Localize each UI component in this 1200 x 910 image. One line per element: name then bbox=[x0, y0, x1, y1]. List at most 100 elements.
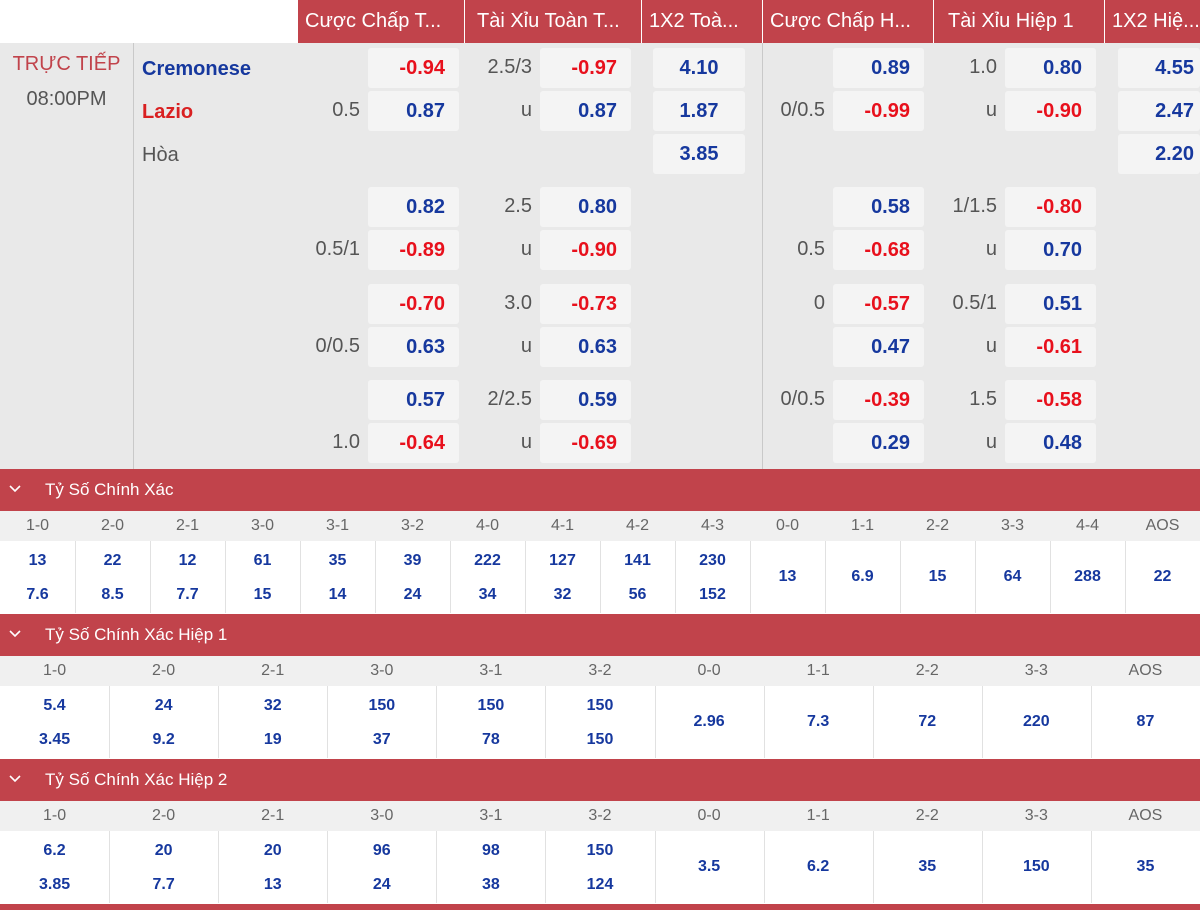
away-score-odds[interactable]: 7.7 bbox=[176, 586, 199, 603]
home-score-odds[interactable]: 96 bbox=[372, 842, 391, 859]
h1-under-odds[interactable]: -0.90 bbox=[1005, 91, 1096, 131]
draw-score-odds[interactable]: 7.3 bbox=[807, 713, 830, 730]
col-header-h1-over-under[interactable]: Tài Xỉu Hiệp 1 bbox=[948, 10, 1074, 32]
h1-handicap-home-odds[interactable]: -0.57 bbox=[833, 284, 924, 324]
draw-score-odds[interactable]: 288 bbox=[1074, 568, 1101, 585]
home-score-odds[interactable]: 127 bbox=[549, 552, 576, 569]
away-score-odds[interactable]: 34 bbox=[478, 586, 497, 603]
home-score-odds[interactable]: 222 bbox=[474, 552, 501, 569]
ft-handicap-away-odds[interactable]: 0.87 bbox=[368, 91, 459, 131]
ft-over-odds[interactable]: 0.80 bbox=[540, 187, 631, 227]
away-score-odds[interactable]: 3.85 bbox=[38, 876, 71, 893]
col-header-h1-1x2[interactable]: 1X2 Hiệ... bbox=[1112, 10, 1200, 32]
ft-handicap-away-odds[interactable]: 0.63 bbox=[368, 327, 459, 367]
ft-1x2-away-odds[interactable]: 1.87 bbox=[653, 91, 745, 131]
away-score-odds[interactable]: 14 bbox=[328, 586, 347, 603]
draw-score-odds[interactable]: 150 bbox=[1023, 858, 1050, 875]
draw-score-odds[interactable]: 15 bbox=[928, 568, 947, 585]
ft-under-odds[interactable]: -0.90 bbox=[540, 230, 631, 270]
away-score-odds[interactable]: 15 bbox=[253, 586, 272, 603]
h1-under-odds[interactable]: 0.70 bbox=[1005, 230, 1096, 270]
away-score-odds[interactable]: 7.6 bbox=[26, 586, 49, 603]
ft-handicap-home-odds[interactable]: -0.94 bbox=[368, 48, 459, 88]
draw-score-odds[interactable]: 87 bbox=[1136, 713, 1155, 730]
away-score-odds[interactable]: 9.2 bbox=[152, 731, 175, 748]
away-score-odds[interactable]: 7.7 bbox=[152, 876, 175, 893]
home-score-odds[interactable]: 13 bbox=[28, 552, 47, 569]
home-score-odds[interactable]: 20 bbox=[263, 842, 282, 859]
home-score-odds[interactable]: 39 bbox=[403, 552, 422, 569]
home-score-odds[interactable]: 150 bbox=[477, 697, 505, 714]
draw-score-odds[interactable]: 72 bbox=[918, 713, 937, 730]
chevron-down-icon[interactable] bbox=[9, 482, 21, 494]
ft-under-odds[interactable]: 0.63 bbox=[540, 327, 631, 367]
home-score-odds[interactable]: 150 bbox=[368, 697, 396, 714]
draw-score-odds[interactable]: 2.96 bbox=[693, 713, 725, 730]
ft-handicap-away-odds[interactable]: -0.64 bbox=[368, 423, 459, 463]
h1-over-odds[interactable]: -0.58 bbox=[1005, 380, 1096, 420]
home-score-odds[interactable]: 141 bbox=[624, 552, 651, 569]
home-score-odds[interactable]: 61 bbox=[253, 552, 272, 569]
ft-handicap-home-odds[interactable]: -0.70 bbox=[368, 284, 459, 324]
chevron-down-icon[interactable] bbox=[9, 772, 21, 784]
away-score-odds[interactable]: 24 bbox=[403, 586, 422, 603]
home-score-odds[interactable]: 98 bbox=[482, 842, 500, 859]
col-header-ft-1x2[interactable]: 1X2 Toà... bbox=[649, 10, 739, 32]
section-header-correct-score[interactable]: Tỷ Số Chính Xác bbox=[0, 469, 1200, 511]
away-score-odds[interactable]: 78 bbox=[482, 731, 500, 748]
away-score-odds[interactable]: 3.45 bbox=[38, 731, 71, 748]
h1-under-odds[interactable]: 0.48 bbox=[1005, 423, 1096, 463]
ft-handicap-home-odds[interactable]: 0.82 bbox=[368, 187, 459, 227]
home-score-odds[interactable]: 35 bbox=[328, 552, 347, 569]
away-score-odds[interactable]: 19 bbox=[263, 731, 282, 748]
col-header-ft-over-under[interactable]: Tài Xỉu Toàn T... bbox=[477, 10, 620, 32]
ft-over-odds[interactable]: -0.97 bbox=[540, 48, 631, 88]
draw-score-odds[interactable]: 64 bbox=[1003, 568, 1022, 585]
h1-handicap-away-odds[interactable]: 0.29 bbox=[833, 423, 924, 463]
draw-score-odds[interactable]: 220 bbox=[1023, 713, 1050, 730]
away-score-odds[interactable]: 56 bbox=[628, 586, 647, 603]
h1-handicap-home-odds[interactable]: 0.58 bbox=[833, 187, 924, 227]
ft-over-odds[interactable]: 0.59 bbox=[540, 380, 631, 420]
away-score-odds[interactable]: 38 bbox=[482, 876, 500, 893]
ft-handicap-away-odds[interactable]: -0.89 bbox=[368, 230, 459, 270]
home-score-odds[interactable]: 12 bbox=[178, 552, 197, 569]
home-score-odds[interactable]: 150 bbox=[586, 842, 614, 859]
draw-score-odds[interactable]: 6.9 bbox=[851, 568, 874, 585]
home-score-odds[interactable]: 32 bbox=[263, 697, 282, 714]
chevron-down-icon[interactable] bbox=[9, 627, 21, 639]
away-score-odds[interactable]: 32 bbox=[553, 586, 572, 603]
draw-score-odds[interactable]: 6.2 bbox=[807, 858, 830, 875]
home-score-odds[interactable]: 24 bbox=[154, 697, 173, 714]
home-score-odds[interactable]: 5.4 bbox=[43, 697, 66, 714]
ft-under-odds[interactable]: 0.87 bbox=[540, 91, 631, 131]
h1-handicap-away-odds[interactable]: 0.47 bbox=[833, 327, 924, 367]
home-team-name[interactable]: Cremonese bbox=[142, 58, 251, 80]
ft-handicap-home-odds[interactable]: 0.57 bbox=[368, 380, 459, 420]
draw-score-odds[interactable]: 3.5 bbox=[697, 858, 721, 875]
h1-handicap-away-odds[interactable]: -0.99 bbox=[833, 91, 924, 131]
away-team-name[interactable]: Lazio bbox=[142, 101, 194, 123]
col-header-h1-handicap[interactable]: Cược Chấp H... bbox=[770, 10, 911, 32]
draw-score-odds[interactable]: 35 bbox=[1136, 858, 1155, 875]
away-score-odds[interactable]: 37 bbox=[372, 731, 391, 748]
away-score-odds[interactable]: 24 bbox=[372, 876, 391, 893]
away-score-odds[interactable]: 150 bbox=[586, 731, 614, 748]
h1-handicap-home-odds[interactable]: -0.39 bbox=[833, 380, 924, 420]
h1-under-odds[interactable]: -0.61 bbox=[1005, 327, 1096, 367]
draw-score-odds[interactable]: 22 bbox=[1153, 568, 1172, 585]
home-score-odds[interactable]: 150 bbox=[586, 697, 614, 714]
h1-over-odds[interactable]: 0.51 bbox=[1005, 284, 1096, 324]
ft-under-odds[interactable]: -0.69 bbox=[540, 423, 631, 463]
away-score-odds[interactable]: 8.5 bbox=[101, 586, 124, 603]
home-score-odds[interactable]: 6.2 bbox=[43, 842, 66, 859]
away-score-odds[interactable]: 124 bbox=[586, 876, 614, 893]
home-score-odds[interactable]: 22 bbox=[103, 552, 122, 569]
col-header-ft-handicap[interactable]: Cược Chấp T... bbox=[305, 10, 442, 32]
away-score-odds[interactable]: 13 bbox=[263, 876, 282, 893]
h1-1x2-away-odds[interactable]: 2.47 bbox=[1118, 91, 1200, 131]
section-header-correct-score-h2[interactable]: Tỷ Số Chính Xác Hiệp 2 bbox=[0, 759, 1200, 801]
ft-over-odds[interactable]: -0.73 bbox=[540, 284, 631, 324]
section-header-correct-score-h1[interactable]: Tỷ Số Chính Xác Hiệp 1 bbox=[0, 614, 1200, 656]
home-score-odds[interactable]: 20 bbox=[154, 842, 173, 859]
